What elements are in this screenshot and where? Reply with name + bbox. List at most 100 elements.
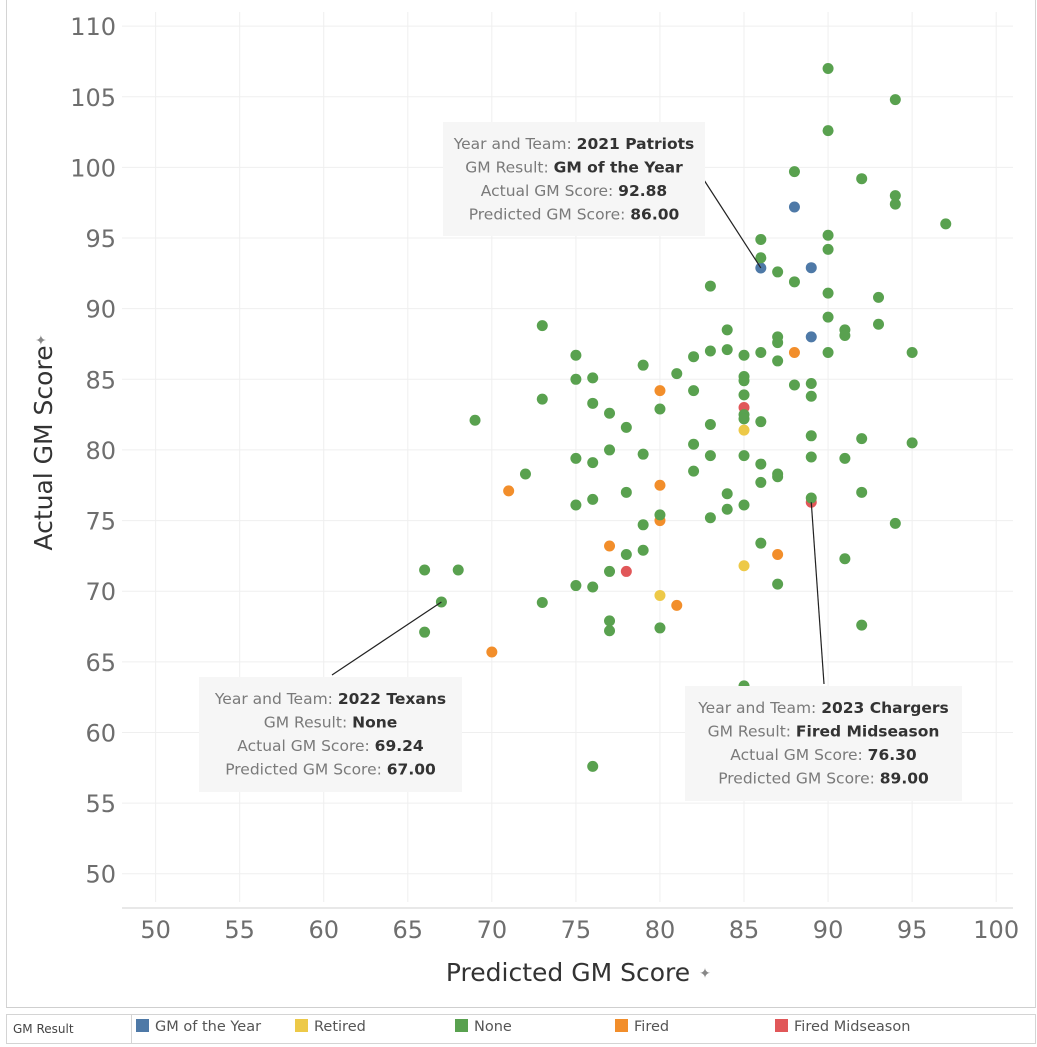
data-point[interactable] <box>620 421 632 433</box>
data-point[interactable] <box>906 437 918 449</box>
data-point[interactable] <box>788 346 800 358</box>
data-point[interactable] <box>419 626 431 638</box>
data-point[interactable] <box>604 625 616 637</box>
data-point[interactable] <box>755 346 767 358</box>
data-point[interactable] <box>822 346 834 358</box>
data-point[interactable] <box>704 512 716 524</box>
data-point[interactable] <box>570 373 582 385</box>
data-point[interactable] <box>570 580 582 592</box>
data-point[interactable] <box>671 599 683 611</box>
data-point[interactable] <box>822 287 834 299</box>
data-point[interactable] <box>688 438 700 450</box>
data-point[interactable] <box>587 372 599 384</box>
data-point[interactable] <box>822 63 834 75</box>
data-point[interactable] <box>620 565 632 577</box>
data-point[interactable] <box>889 198 901 210</box>
data-point[interactable] <box>671 368 683 380</box>
data-point[interactable] <box>654 403 666 415</box>
data-point[interactable] <box>738 560 750 572</box>
data-point[interactable] <box>788 276 800 288</box>
data-point[interactable] <box>721 503 733 515</box>
data-point[interactable] <box>788 166 800 178</box>
data-point[interactable] <box>503 485 515 497</box>
data-point[interactable] <box>755 416 767 428</box>
x-axis-pin-icon[interactable]: ✦ <box>699 966 711 982</box>
data-point[interactable] <box>637 519 649 531</box>
data-point[interactable] <box>738 389 750 401</box>
data-point[interactable] <box>772 355 784 367</box>
legend-item-fired-midseason[interactable]: Fired Midseason <box>775 1015 910 1043</box>
data-point[interactable] <box>570 452 582 464</box>
data-point[interactable] <box>604 615 616 627</box>
data-point[interactable] <box>873 291 885 303</box>
data-point[interactable] <box>738 349 750 361</box>
data-point[interactable] <box>755 458 767 470</box>
data-point[interactable] <box>704 419 716 431</box>
legend-item-gm-of-the-year[interactable]: GM of the Year <box>136 1015 261 1043</box>
data-point[interactable] <box>738 499 750 511</box>
data-point[interactable] <box>704 450 716 462</box>
data-point[interactable] <box>755 476 767 488</box>
y-axis-pin-icon[interactable]: ✦ <box>34 334 50 346</box>
data-point[interactable] <box>839 553 851 565</box>
data-point[interactable] <box>604 565 616 577</box>
data-point[interactable] <box>721 488 733 500</box>
data-point[interactable] <box>587 581 599 593</box>
data-point[interactable] <box>587 760 599 772</box>
data-point[interactable] <box>536 320 548 332</box>
data-point[interactable] <box>839 330 851 342</box>
data-point[interactable] <box>704 280 716 292</box>
data-point[interactable] <box>772 471 784 483</box>
data-point[interactable] <box>805 492 817 504</box>
data-point[interactable] <box>856 173 868 185</box>
data-point[interactable] <box>805 451 817 463</box>
data-point[interactable] <box>570 499 582 511</box>
data-point[interactable] <box>486 646 498 658</box>
data-point[interactable] <box>889 517 901 529</box>
data-point[interactable] <box>654 622 666 634</box>
data-point[interactable] <box>604 407 616 419</box>
data-point[interactable] <box>839 452 851 464</box>
data-point[interactable] <box>805 331 817 343</box>
data-point[interactable] <box>738 413 750 425</box>
data-point[interactable] <box>637 359 649 371</box>
data-point[interactable] <box>570 349 582 361</box>
data-point[interactable] <box>587 493 599 505</box>
data-point[interactable] <box>637 544 649 556</box>
data-point[interactable] <box>772 266 784 278</box>
data-point[interactable] <box>738 450 750 462</box>
data-point[interactable] <box>805 378 817 390</box>
data-point[interactable] <box>688 385 700 397</box>
data-point[interactable] <box>788 201 800 213</box>
data-point[interactable] <box>419 564 431 576</box>
data-point[interactable] <box>822 243 834 255</box>
data-point[interactable] <box>469 414 481 426</box>
data-point[interactable] <box>620 486 632 498</box>
data-point[interactable] <box>873 318 885 330</box>
data-point[interactable] <box>688 465 700 477</box>
data-point[interactable] <box>654 509 666 521</box>
data-point[interactable] <box>822 229 834 241</box>
data-point[interactable] <box>688 351 700 363</box>
data-point[interactable] <box>906 346 918 358</box>
data-point[interactable] <box>889 190 901 202</box>
data-point[interactable] <box>856 433 868 445</box>
data-point[interactable] <box>889 94 901 106</box>
data-point[interactable] <box>536 597 548 609</box>
data-point[interactable] <box>772 337 784 349</box>
data-point[interactable] <box>755 252 767 264</box>
data-point[interactable] <box>805 262 817 274</box>
data-point[interactable] <box>721 324 733 336</box>
data-point[interactable] <box>856 486 868 498</box>
data-point[interactable] <box>620 548 632 560</box>
data-point[interactable] <box>755 233 767 245</box>
data-point[interactable] <box>654 479 666 491</box>
data-point[interactable] <box>856 619 868 631</box>
data-point[interactable] <box>654 385 666 397</box>
data-point[interactable] <box>604 540 616 552</box>
data-point[interactable] <box>587 397 599 409</box>
data-point[interactable] <box>738 375 750 387</box>
data-point[interactable] <box>738 424 750 436</box>
legend-item-retired[interactable]: Retired <box>295 1015 366 1043</box>
data-point[interactable] <box>772 548 784 560</box>
